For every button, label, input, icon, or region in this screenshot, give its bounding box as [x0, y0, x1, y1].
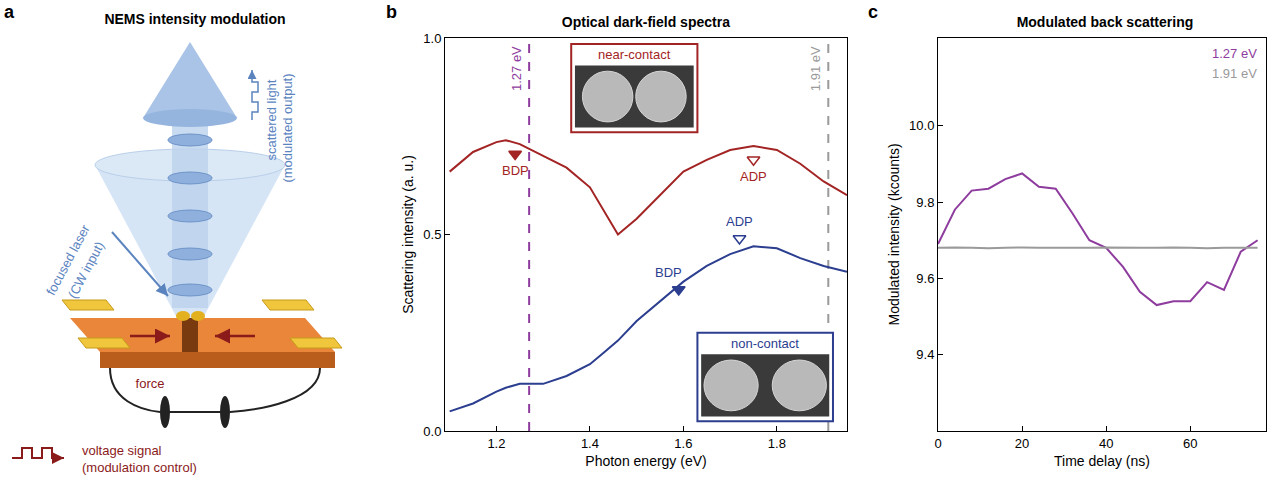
svg-text:BDP: BDP [502, 163, 529, 178]
svg-text:20: 20 [1015, 436, 1029, 451]
svg-text:1.91 eV: 1.91 eV [808, 46, 823, 91]
svg-text:ADP: ADP [726, 214, 753, 229]
svg-text:(modulated output): (modulated output) [280, 73, 295, 182]
svg-text:1.6: 1.6 [674, 436, 692, 451]
svg-text:1.91 eV: 1.91 eV [1212, 66, 1257, 81]
svg-text:1.0: 1.0 [423, 31, 441, 46]
svg-text:Photon energy (eV): Photon energy (eV) [585, 453, 706, 469]
svg-text:1.4: 1.4 [581, 436, 599, 451]
svg-text:scattered light: scattered light [264, 79, 279, 160]
svg-text:Modulated back scattering: Modulated back scattering [1017, 14, 1194, 30]
svg-text:9.8: 9.8 [916, 195, 934, 210]
svg-text:9.4: 9.4 [916, 347, 934, 362]
svg-text:NEMS intensity modulation: NEMS intensity modulation [104, 11, 285, 27]
svg-text:focused laser: focused laser [43, 222, 93, 298]
svg-text:0.5: 0.5 [423, 227, 441, 242]
svg-text:60: 60 [1183, 436, 1197, 451]
svg-text:BDP: BDP [655, 265, 682, 280]
svg-text:non-contact: non-contact [731, 336, 799, 351]
svg-text:Optical dark-field spectra: Optical dark-field spectra [562, 14, 730, 30]
svg-text:Modulated intensity (kcounts): Modulated intensity (kcounts) [886, 143, 902, 325]
svg-text:1.2: 1.2 [487, 436, 505, 451]
html-text:a: a [4, 2, 14, 22]
svg-text:40: 40 [1099, 436, 1113, 451]
svg-text:0: 0 [934, 436, 941, 451]
svg-text:9.6: 9.6 [916, 271, 934, 286]
svg-text:Scattering intensity (a. u.): Scattering intensity (a. u.) [400, 155, 416, 314]
svg-text:1.8: 1.8 [768, 436, 786, 451]
svg-text:near-contact: near-contact [598, 47, 671, 62]
svg-text:0.0: 0.0 [423, 424, 441, 439]
svg-text:1.27 eV: 1.27 eV [509, 46, 524, 91]
svg-text:ADP: ADP [740, 169, 767, 184]
svg-text:1.27 eV: 1.27 eV [1212, 46, 1257, 61]
svg-text:10.0: 10.0 [909, 118, 934, 133]
svg-text:voltage signal: voltage signal [82, 443, 162, 458]
svg-text:(modulation control): (modulation control) [82, 460, 197, 475]
svg-text:force: force [136, 376, 165, 391]
html-text:b: b [386, 2, 397, 22]
svg-text:(CW input): (CW input) [65, 239, 107, 301]
html-text:c: c [868, 2, 878, 22]
svg-text:Time delay (ns): Time delay (ns) [1054, 453, 1150, 469]
